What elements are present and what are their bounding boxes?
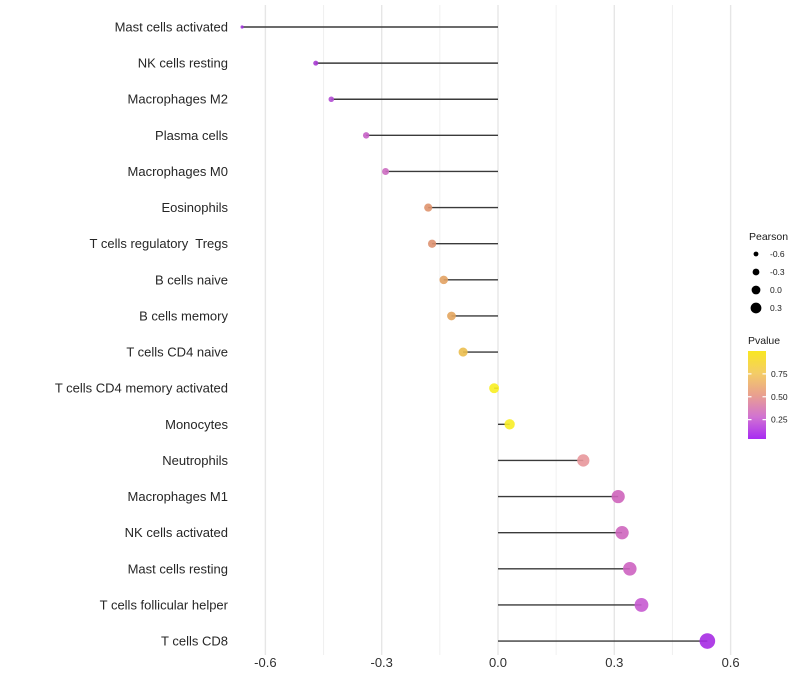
- y-axis-labels: Mast cells activated NK cells resting Macr…: [55, 20, 229, 649]
- size-legend-key-dot: [752, 268, 760, 276]
- size-legend-keys: -0.6 -0.3 0.0 0.3: [750, 249, 785, 314]
- y-axis-label: NK cells activated: [125, 525, 228, 540]
- size-legend-key-dot: [753, 251, 759, 257]
- lollipop-point: [427, 239, 437, 248]
- y-axis-label: Macrophages M0: [128, 164, 228, 179]
- colorbar-tick-label: 0.25: [771, 415, 788, 425]
- pvalue-colorbar: [748, 351, 766, 439]
- x-axis-tick-label: -0.6: [254, 655, 276, 670]
- size-legend-key-dot: [750, 302, 762, 314]
- x-axis-tick-label: 0.0: [489, 655, 507, 670]
- x-axis-tick-label: 0.3: [605, 655, 623, 670]
- lollipop-point: [699, 633, 716, 649]
- y-axis-label: Neutrophils: [162, 453, 228, 468]
- lollipop-point: [313, 60, 319, 66]
- lollipop-point: [623, 562, 637, 576]
- y-axis-label: T cells CD8: [161, 634, 228, 649]
- lollipop-point: [611, 489, 625, 504]
- size-legend-key-label: -0.3: [770, 267, 785, 277]
- lollipop-point: [634, 597, 649, 612]
- lollipop-point: [328, 96, 335, 103]
- gridlines: [264, 5, 732, 655]
- lollipop-points: [240, 25, 716, 649]
- lollipop-point: [439, 275, 448, 285]
- lollipop-point: [489, 383, 500, 394]
- y-axis-label: B cells memory: [139, 308, 228, 323]
- colorbar-ticks: 0.75 0.50 0.25: [748, 369, 788, 425]
- y-axis-label: T cells follicular helper: [100, 597, 229, 612]
- lollipop-point: [458, 347, 468, 357]
- y-axis-label: Macrophages M2: [128, 92, 228, 107]
- y-axis-label: T cells CD4 memory activated: [55, 381, 228, 396]
- size-legend-key-label: 0.3: [770, 303, 782, 313]
- lollipop-point: [362, 132, 370, 139]
- y-axis-label: Macrophages M1: [128, 489, 228, 504]
- y-axis-label: Plasma cells: [155, 128, 228, 143]
- y-axis-label: Eosinophils: [162, 200, 229, 215]
- x-axis-labels: -0.6 -0.3 0.0 0.3 0.6: [254, 655, 739, 670]
- y-axis-label: NK cells resting: [138, 56, 228, 71]
- size-legend-title: Pearson: [749, 231, 788, 243]
- lollipop-point: [424, 203, 433, 212]
- y-axis-label: Mast cells resting: [128, 561, 228, 576]
- colorbar-tick-label: 0.75: [771, 369, 788, 379]
- size-legend-key-label: -0.6: [770, 249, 785, 259]
- color-legend-title: Pvalue: [748, 335, 780, 347]
- x-axis-tick-label: 0.6: [722, 655, 740, 670]
- legend: Pearson -0.6-0.30.00.3 Pvalue 0.750.500.…: [748, 231, 788, 439]
- y-axis-label: Mast cells activated: [115, 20, 228, 35]
- lollipop-point: [615, 526, 629, 540]
- colorbar-tick-label: 0.50: [771, 392, 788, 402]
- y-axis-label: T cells regulatory Tregs: [90, 236, 229, 251]
- lollipop-point: [382, 167, 390, 175]
- x-axis-tick-label: -0.3: [370, 655, 392, 670]
- y-axis-label: B cells naive: [155, 272, 228, 287]
- y-axis-label: T cells CD4 naive: [126, 345, 228, 360]
- lollipop-point: [447, 311, 456, 321]
- lollipop-point: [504, 419, 515, 430]
- size-legend-key-dot: [751, 285, 761, 295]
- lollipop-stems: [242, 26, 708, 642]
- y-axis-label: Monocytes: [165, 417, 228, 432]
- lollipop-point: [577, 454, 590, 467]
- lollipop-point: [240, 25, 244, 29]
- size-legend-key-label: 0.0: [770, 285, 782, 295]
